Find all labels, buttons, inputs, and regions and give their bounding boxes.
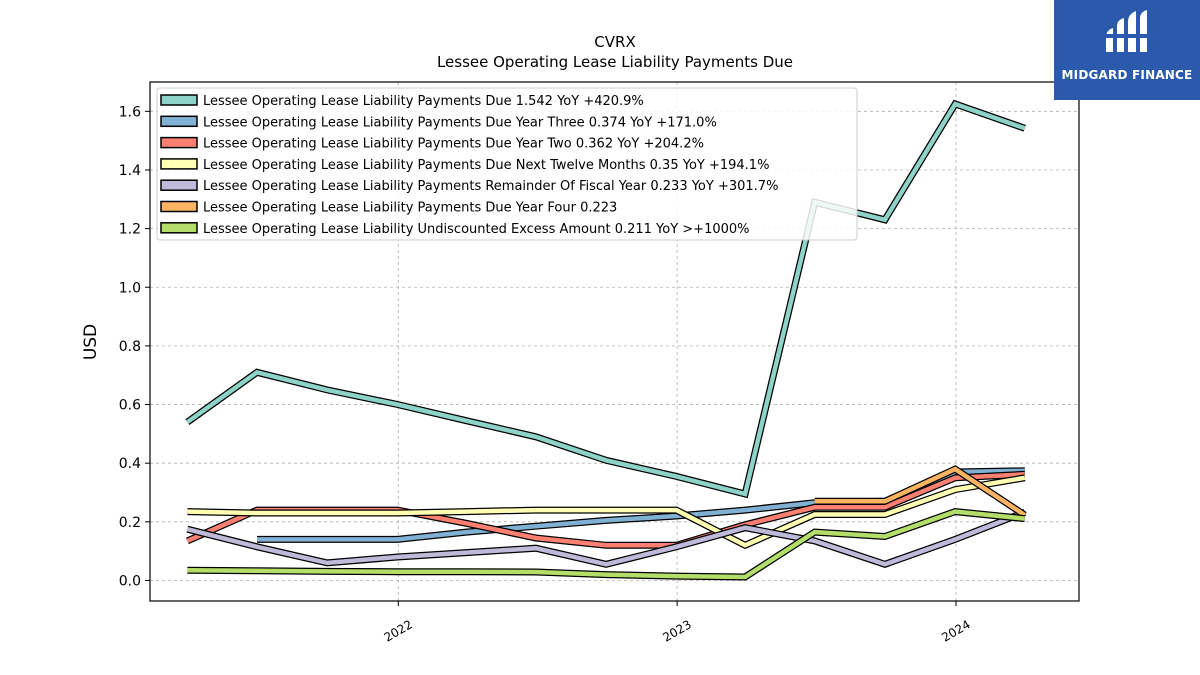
legend-item: Lessee Operating Lease Liability Payment… bbox=[160, 158, 769, 173]
y-tick-label: 1.2 bbox=[119, 222, 141, 238]
y-tick-label: 1.6 bbox=[119, 104, 141, 120]
legend-swatch bbox=[160, 136, 198, 149]
y-tick-label: 0.4 bbox=[119, 456, 141, 472]
x-tick-label: 2023 bbox=[660, 617, 693, 644]
chart-title: CVRX bbox=[594, 33, 635, 51]
y-tick-label: 0.8 bbox=[119, 339, 141, 355]
x-tick-label: 2024 bbox=[939, 617, 972, 644]
legend-label: Lessee Operating Lease Liability Undisco… bbox=[203, 222, 750, 237]
legend-item: Lessee Operating Lease Liability Payment… bbox=[160, 94, 644, 109]
series-line bbox=[185, 99, 1026, 499]
legend-item: Lessee Operating Lease Liability Payment… bbox=[160, 115, 717, 130]
legend-swatch bbox=[160, 179, 198, 191]
logo-text: MIDGARD FINANCE bbox=[1061, 68, 1193, 82]
series-line bbox=[186, 508, 1027, 569]
legend-label: Lessee Operating Lease Liability Payment… bbox=[203, 115, 717, 130]
y-axis-label: USD bbox=[81, 324, 101, 360]
legend-item: Lessee Operating Lease Liability Payment… bbox=[160, 200, 617, 216]
legend-label: Lessee Operating Lease Liability Payment… bbox=[203, 94, 644, 109]
y-tick-label: 1.0 bbox=[119, 280, 141, 296]
y-axis-ticks: 0.0 0.2 0.4 0.6 0.8 1.0 1.2 1.4 1.6 bbox=[119, 104, 150, 589]
y-tick-label: 0.6 bbox=[119, 398, 141, 414]
series-stroke bbox=[186, 510, 1026, 567]
legend-item: Lessee Operating Lease Liability Payment… bbox=[160, 179, 778, 194]
midgard-finance-logo: MIDGARD FINANCE bbox=[1054, 0, 1200, 100]
legend-swatch bbox=[160, 158, 198, 170]
legend-item: Lessee Operating Lease Liability Undisco… bbox=[160, 222, 750, 237]
legend-label: Lessee Operating Lease Liability Payment… bbox=[203, 179, 778, 194]
series-stroke bbox=[187, 475, 1026, 548]
legend-box bbox=[156, 87, 858, 241]
y-tick-label: 0.0 bbox=[119, 573, 141, 589]
y-tick-label: 0.2 bbox=[119, 515, 141, 531]
plot-frame bbox=[149, 81, 1080, 602]
legend-swatch bbox=[160, 200, 198, 213]
series-line bbox=[187, 474, 1026, 550]
y-tick-label: 1.4 bbox=[119, 163, 141, 179]
legend-swatch bbox=[160, 115, 198, 128]
series-stroke bbox=[186, 101, 1026, 497]
legend-label: Lessee Operating Lease Liability Payment… bbox=[203, 201, 617, 216]
legend-swatch bbox=[160, 94, 198, 106]
x-axis-ticks: 2022 2023 2024 bbox=[382, 601, 973, 645]
legend-label: Lessee Operating Lease Liability Payment… bbox=[203, 137, 704, 152]
series-line bbox=[814, 465, 1027, 519]
chart-subtitle: Lessee Operating Lease Liability Payment… bbox=[437, 53, 793, 71]
midgard-logo-icon bbox=[1104, 10, 1149, 52]
series-layer bbox=[185, 99, 1027, 581]
series-stroke bbox=[814, 466, 1027, 517]
legend-label: Lessee Operating Lease Liability Payment… bbox=[203, 158, 769, 173]
series-stroke bbox=[187, 509, 1026, 580]
legend-swatch bbox=[160, 222, 198, 234]
series-line bbox=[187, 508, 1026, 581]
legend: Lessee Operating Lease Liability Payment… bbox=[156, 87, 858, 241]
legend-item: Lessee Operating Lease Liability Payment… bbox=[160, 136, 704, 152]
x-tick-label: 2022 bbox=[382, 617, 415, 644]
